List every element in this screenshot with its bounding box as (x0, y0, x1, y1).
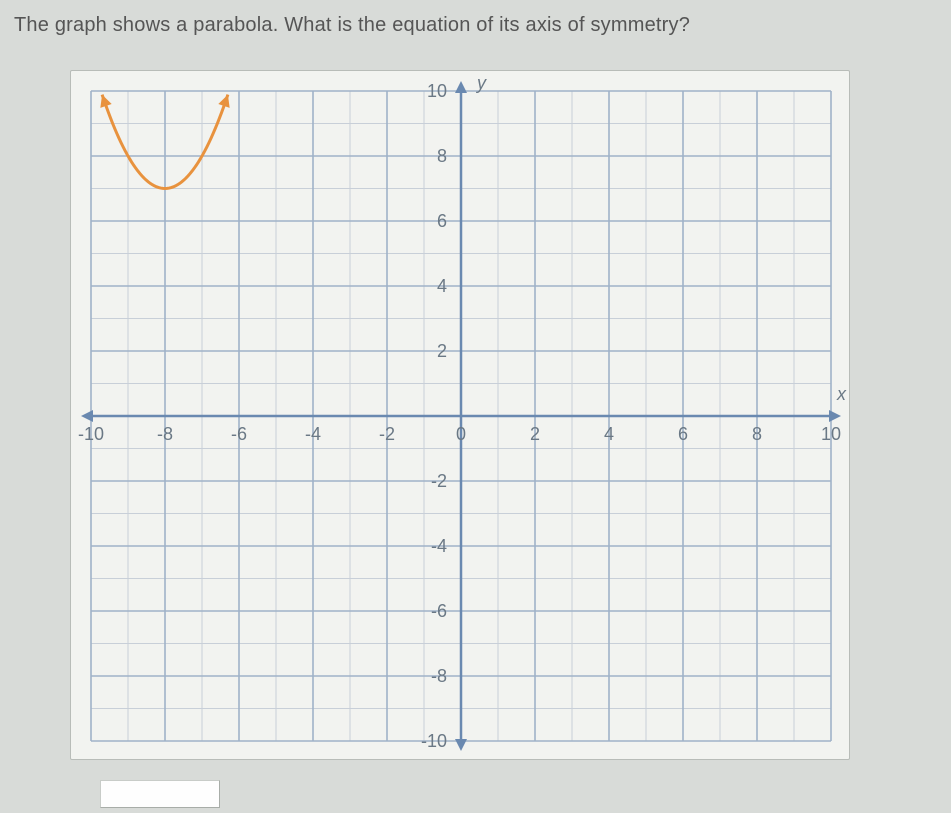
svg-text:8: 8 (437, 146, 447, 166)
svg-text:2: 2 (530, 424, 540, 444)
svg-text:6: 6 (437, 211, 447, 231)
svg-text:4: 4 (604, 424, 614, 444)
svg-text:-4: -4 (305, 424, 321, 444)
question-text: The graph shows a parabola. What is the … (14, 14, 690, 37)
svg-text:y: y (475, 73, 487, 93)
svg-text:2: 2 (437, 341, 447, 361)
svg-text:-6: -6 (431, 601, 447, 621)
graph-svg: -10 -8 -6 -4 -2 0 2 4 6 8 10 -10 -8 -6 -4 -2 2 4 6 8 10 x y (71, 71, 851, 761)
svg-text:6: 6 (678, 424, 688, 444)
svg-text:-8: -8 (157, 424, 173, 444)
svg-text:0: 0 (456, 424, 466, 444)
svg-text:-8: -8 (431, 666, 447, 686)
svg-text:-2: -2 (379, 424, 395, 444)
svg-text:-10: -10 (78, 424, 104, 444)
svg-text:10: 10 (821, 424, 841, 444)
svg-text:10: 10 (427, 81, 447, 101)
svg-text:x: x (836, 384, 847, 404)
svg-text:-4: -4 (431, 536, 447, 556)
svg-text:4: 4 (437, 276, 447, 296)
answer-input[interactable] (100, 780, 220, 808)
coordinate-graph: -10 -8 -6 -4 -2 0 2 4 6 8 10 -10 -8 -6 -4 -2 2 4 6 8 10 x y (70, 70, 850, 760)
svg-text:-6: -6 (231, 424, 247, 444)
svg-text:-2: -2 (431, 471, 447, 491)
svg-text:-10: -10 (421, 731, 447, 751)
svg-text:8: 8 (752, 424, 762, 444)
